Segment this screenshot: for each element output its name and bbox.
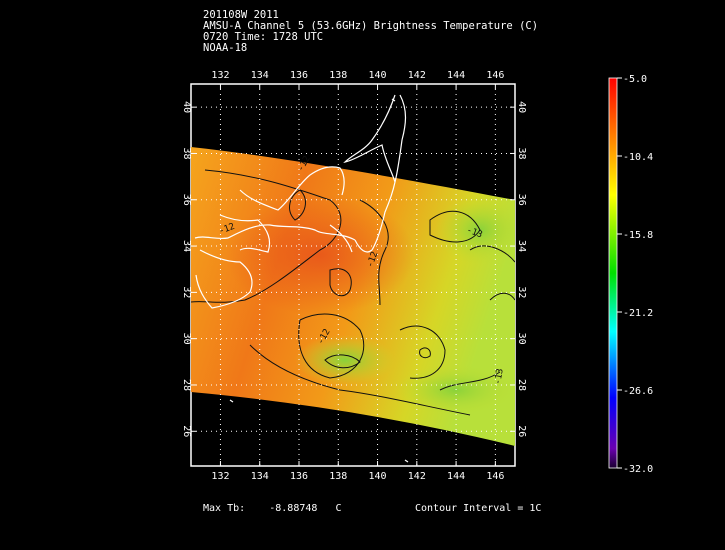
lat-label: 30 — [181, 333, 192, 345]
contour-interval: Contour Interval = 1C — [415, 503, 542, 514]
header: 201108W 2011 AMSU-A Channel 5 (53.6GHz) … — [203, 10, 538, 54]
lon-label: 138 — [329, 70, 347, 81]
colorbar-label: -10.4 — [623, 152, 653, 163]
lon-label: 146 — [486, 70, 504, 81]
lon-label: 144 — [447, 471, 465, 482]
lat-label: 26 — [181, 425, 192, 437]
header-satellite: NOAA-18 — [203, 42, 248, 54]
axis-ticks — [191, 84, 515, 466]
lat-label: 32 — [516, 286, 527, 298]
lat-label: 40 — [181, 101, 192, 113]
lat-labels-right: 40 38 36 34 32 30 28 26 — [516, 101, 527, 437]
contour-lines — [191, 169, 515, 416]
colorbar — [608, 77, 618, 469]
lon-label: 140 — [369, 471, 387, 482]
header-product: AMSU-A Channel 5 (53.6GHz) Brightness Te… — [203, 20, 539, 32]
lat-labels-left: 40 38 36 34 32 30 28 26 — [181, 101, 192, 437]
lat-label: 34 — [516, 240, 527, 252]
lon-label: 140 — [369, 70, 387, 81]
lon-label: 142 — [408, 471, 426, 482]
lat-label: 38 — [181, 147, 192, 159]
cool-region-south — [295, 335, 395, 385]
lon-label: 138 — [329, 471, 347, 482]
lon-labels-top: 132 134 136 138 140 142 144 146 — [211, 70, 504, 81]
colorbar-label: -26.6 — [623, 386, 653, 397]
header-title: 201108W 2011 — [203, 9, 279, 21]
max-label: Max Tb: — [203, 503, 246, 514]
lat-label: 28 — [181, 379, 192, 391]
lon-label: 136 — [290, 471, 308, 482]
header-time: 0720 Time: 1728 UTC — [203, 31, 324, 43]
lon-label: 146 — [486, 471, 504, 482]
colorbar-label: -21.2 — [623, 308, 653, 319]
lon-label: 134 — [251, 471, 269, 482]
lat-label: 32 — [181, 286, 192, 298]
footer-max: Max Tb: -8.88748 C — [203, 503, 342, 514]
max-unit: C — [335, 503, 342, 514]
lon-label: 132 — [211, 471, 229, 482]
lat-lon-grid — [191, 84, 515, 466]
colorbar-label: -5.0 — [623, 74, 647, 85]
lon-label: 142 — [408, 70, 426, 81]
colorbar-label: -32.0 — [623, 464, 653, 475]
contour-label: -13 — [493, 368, 506, 386]
lon-label: 136 — [290, 70, 308, 81]
lat-label: 26 — [516, 425, 527, 437]
lat-label: 34 — [181, 240, 192, 252]
lon-labels-bottom: 132 134 136 138 140 142 144 146 — [211, 471, 504, 482]
warm-region — [225, 195, 415, 315]
lon-label: 134 — [251, 70, 269, 81]
lat-label: 28 — [516, 379, 527, 391]
coastline — [194, 94, 409, 463]
lat-label: 36 — [516, 194, 527, 206]
lon-label: 144 — [447, 70, 465, 81]
lat-label: 40 — [516, 101, 527, 113]
colorbar-labels: -5.0 -10.4 -15.8 -21.2 -26.6 -32.0 — [617, 74, 653, 475]
lat-label: 30 — [516, 333, 527, 345]
lon-label: 132 — [211, 70, 229, 81]
max-value: -8.88748 — [269, 503, 318, 514]
lat-label: 38 — [516, 147, 527, 159]
colorbar-label: -15.8 — [623, 230, 653, 241]
lat-label: 36 — [181, 194, 192, 206]
